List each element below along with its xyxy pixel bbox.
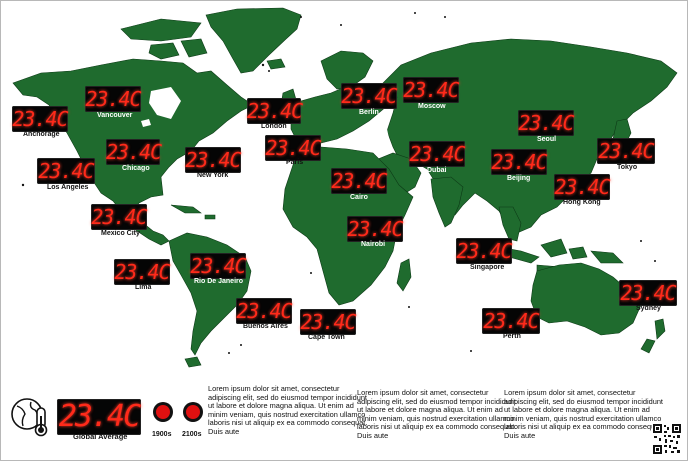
info-paragraph-3: Lorem ipsum dolor sit amet, consectetur … [504,388,664,440]
hong-kong-temp-display: 23.4C [554,174,611,200]
seoul-temp-display: 23.4C [518,110,575,136]
los-angeles-label: Los Angeles [47,184,89,191]
lima-label: Lima [135,284,152,291]
info-paragraph-1: Lorem ipsum dolor sit amet, consectetur … [208,384,368,436]
anchorage-temp-display: 23.4C [12,106,69,132]
greenland-landmass [205,7,302,74]
mexico-city-temp-display: 23.4C [91,204,148,230]
beijing-temp-display: 23.4C [491,149,548,175]
1900s-button[interactable] [153,402,173,422]
sydney-label: Sydney [636,305,661,312]
perth-temp-display: 23.4C [482,308,540,334]
1900s-label: 1900s [152,431,172,438]
cape-town-label: Cape Town [308,334,345,341]
cairo-label: Cairo [350,194,368,201]
nairobi-temp-display: 23.4C [347,216,404,242]
vancouver-label: Vancouver [97,112,133,119]
asia-landmass [380,38,678,234]
berlin-temp-display: 23.4C [341,83,398,109]
south-america-landmass [168,232,252,356]
los-angeles-temp-display: 23.4C [37,158,95,184]
chicago-label: Chicago [122,165,150,172]
sydney-temp-display: 23.4C [619,280,677,306]
north-america-landmass [12,58,254,216]
tokyo-temp-display: 23.4C [597,138,655,164]
thermometer-globe-icon [11,398,48,437]
anchorage-label: Anchorage [23,131,60,138]
moscow-temp-display: 23.4C [403,77,460,103]
singapore-label: Singapore [470,264,505,271]
global-average-label: Global Average [73,432,128,441]
dubai-label: Dubai [427,167,447,174]
beijing-label: Beijing [507,175,531,182]
paris-label: Paris [286,159,304,166]
qr-code-icon[interactable] [652,423,682,455]
buenos-aires-label: Buenos Aires [243,323,288,330]
info-paragraph-2: Lorem ipsum dolor sit amet, consectetur … [357,388,517,440]
chicago-temp-display: 23.4C [106,139,162,165]
singapore-temp-display: 23.4C [456,238,513,264]
mexico-city-label: Mexico City [101,230,140,237]
cape-town-temp-display: 23.4C [300,309,357,335]
2100s-button[interactable] [183,402,203,422]
rio-label: Rio De Janeiro [194,278,244,285]
london-label: London [261,123,287,130]
rio-temp-display: 23.4C [190,253,247,279]
buenos-aires-temp-display: 23.4C [236,298,293,324]
lima-temp-display: 23.4C [114,259,171,285]
nairobi-label: Nairobi [361,241,386,248]
new-york-label: New York [197,172,229,179]
seoul-label: Seoul [537,136,557,143]
moscow-label: Moscow [418,103,446,110]
london-temp-display: 23.4C [247,98,303,124]
new-york-temp-display: 23.4C [185,147,242,173]
vancouver-temp-display: 23.4C [85,86,142,112]
2100s-label: 2100s [182,431,202,438]
perth-label: Perth [503,333,521,340]
global-average-temp-display: 23.4C [57,399,141,435]
berlin-label: Berlin [359,109,379,116]
paris-temp-display: 23.4C [265,135,322,161]
dubai-temp-display: 23.4C [409,141,466,167]
cairo-temp-display: 23.4C [331,168,388,194]
tokyo-label: Tokyo [617,164,638,171]
hong-kong-label: Hong Kong [563,199,601,206]
